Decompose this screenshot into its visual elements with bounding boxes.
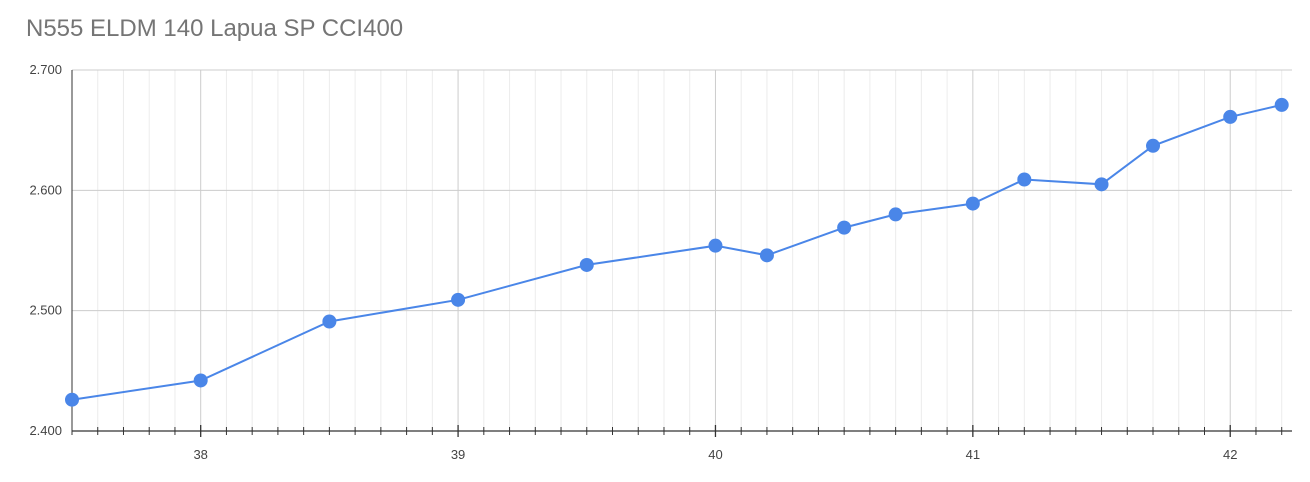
minor-gridlines — [71, 70, 1283, 431]
y-tick-label: 2.600 — [29, 182, 62, 197]
data-point — [579, 257, 594, 272]
data-point — [322, 314, 337, 329]
y-tick-label: 2.700 — [29, 62, 62, 77]
y-tick-label: 2.400 — [29, 423, 62, 438]
x-tick-label: 39 — [451, 447, 465, 462]
y-axis-tick-labels: 2.400 2.500 2.600 2.700 — [29, 62, 62, 438]
data-point — [1223, 109, 1238, 124]
data-point — [1017, 172, 1032, 187]
data-point — [708, 238, 723, 253]
data-point — [1274, 97, 1289, 112]
x-tick-label: 38 — [193, 447, 207, 462]
data-point — [1094, 177, 1109, 192]
chart-title: N555 ELDM 140 Lapua SP CCI400 — [26, 15, 404, 42]
axes — [71, 70, 1292, 432]
x-axis-ticks — [71, 425, 1283, 437]
data-point — [65, 392, 79, 407]
x-axis-tick-labels: 38 39 40 41 42 — [193, 447, 1237, 462]
y-tick-label: 2.500 — [29, 303, 62, 318]
series-layer — [65, 97, 1289, 407]
x-tick-label: 40 — [708, 447, 722, 462]
series-line — [71, 103, 1282, 401]
data-point — [759, 248, 774, 263]
major-gridlines — [72, 69, 1292, 431]
x-tick-label: 41 — [966, 447, 980, 462]
x-tick-label: 42 — [1223, 447, 1237, 462]
data-point — [837, 220, 852, 235]
data-point — [1146, 138, 1161, 153]
data-point — [888, 207, 903, 222]
data-point — [965, 196, 980, 211]
data-point — [451, 292, 466, 307]
data-point — [193, 373, 208, 388]
